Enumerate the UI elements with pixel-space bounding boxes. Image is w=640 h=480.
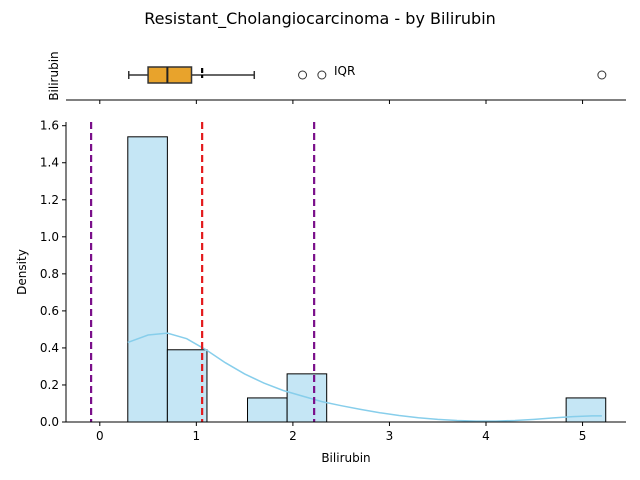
hist-y-tick-label-4: 0.8 bbox=[40, 267, 59, 281]
histogram-panel: 0 1 2 3 4 5 0.0 0.2 0.4 0.6 0.8 1.0 1.2 1.4 1.6 Bilir… bbox=[15, 119, 626, 465]
hist-bar-11 bbox=[565, 397, 607, 423]
hist-y-tick-label-5: 1.0 bbox=[40, 230, 59, 244]
hist-bar-1 bbox=[166, 349, 208, 423]
hist-y-tick-label-8: 1.6 bbox=[40, 119, 59, 133]
hist-bar-3 bbox=[247, 397, 288, 423]
chart-title: Resistant_Cholangiocarcinoma - by Biliru… bbox=[144, 9, 496, 29]
hist-y-tick-label-7: 1.4 bbox=[40, 156, 59, 170]
hist-x-tick-label-2: 2 bbox=[289, 429, 297, 443]
hist-y-tick-label-1: 0.2 bbox=[40, 378, 59, 392]
hist-y-tick-label-6: 1.2 bbox=[40, 193, 59, 207]
hist-y-label: Density bbox=[15, 249, 29, 295]
hist-x-tick-label-0: 0 bbox=[96, 429, 104, 443]
iqr-box bbox=[147, 66, 193, 84]
boxplot-y-label: Bilirubin bbox=[47, 51, 61, 100]
hist-x-tick-label-3: 3 bbox=[386, 429, 394, 443]
kde-curve bbox=[127, 332, 602, 422]
outlier-2 bbox=[597, 70, 607, 80]
outlier-1 bbox=[317, 70, 327, 80]
hist-bar-0 bbox=[127, 136, 168, 423]
hist-x-label: Bilirubin bbox=[321, 451, 370, 465]
hist-y-tick-label-0: 0.0 bbox=[40, 415, 59, 429]
hist-y-tick-label-3: 0.6 bbox=[40, 304, 59, 318]
iqr-annotation: IQR bbox=[334, 64, 355, 78]
hist-x-tick-label-5: 5 bbox=[579, 429, 587, 443]
outlier-0 bbox=[298, 70, 308, 80]
hist-x-tick-label-4: 4 bbox=[482, 429, 490, 443]
hist-x-tick-label-1: 1 bbox=[193, 429, 201, 443]
boxplot-panel: Bilirubin IQR bbox=[47, 51, 626, 104]
hist-y-tick-label-2: 0.4 bbox=[40, 341, 59, 355]
